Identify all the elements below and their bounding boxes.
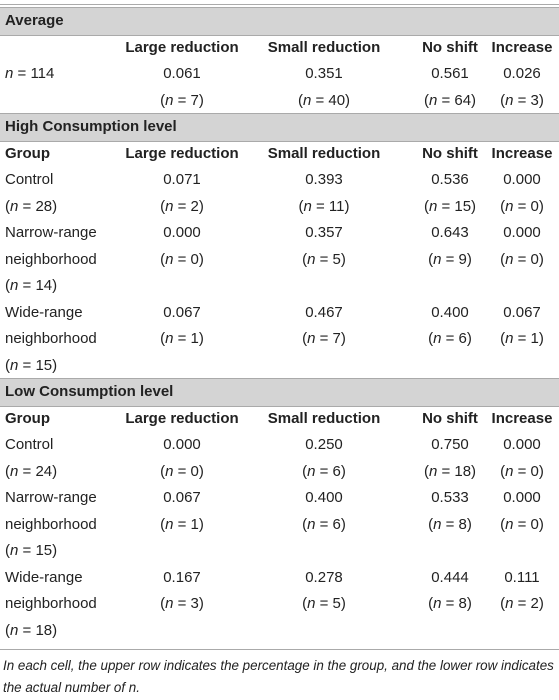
data-cell: (n = 3) [160,595,204,612]
data-cell: 0.643 [431,224,469,241]
data-cell: 0.067 [503,303,541,321]
data-cell: (n = 2) [500,595,544,612]
data-cell: (n = 1) [500,330,544,347]
data-cell: 0.067 [163,303,201,321]
data-cell: 0.533 [431,489,469,506]
data-cell: (n = 2) [160,197,204,215]
data-cell: 0.167 [163,568,201,586]
row-label: Control [5,171,54,188]
data-cell: (n = 9) [428,250,472,268]
data-cell: (n = 8) [428,595,472,612]
data-cell: 0.111 [504,568,540,586]
row-label: (n = 18) [5,621,58,639]
data-cell: (n = 1) [160,515,204,533]
data-cell: (n = 0) [160,250,204,268]
row-label: neighborhood [5,250,97,268]
data-cell: 0.000 [163,436,201,453]
data-cell: 0.067 [163,489,201,506]
column-header: Increase [491,144,553,162]
column-header: Large reduction [125,38,239,56]
data-cell: (n = 5) [302,250,346,268]
column-header: Small reduction [267,409,381,427]
column-header: Increase [491,38,553,56]
data-cell: (n = 3) [500,91,544,109]
data-cell: (n = 0) [500,462,544,480]
data-cell: 0.000 [163,224,201,241]
row-label: neighborhood [5,595,97,612]
data-cell: 0.400 [431,303,469,321]
data-cell: 0.750 [431,436,469,453]
data-cell: 0.400 [305,489,343,506]
data-cell: 0.467 [305,303,343,321]
footnote: In each cell, the upper row indicates th… [3,658,554,695]
row-label: Wide-range [5,303,83,321]
data-cell: 0.026 [503,65,541,82]
data-cell: (n = 7) [302,330,346,347]
row-label: Narrow-range [5,224,97,241]
section-title: High Consumption level [5,118,177,135]
data-cell: 0.444 [431,568,469,586]
data-cell: (n = 40) [297,91,351,109]
data-cell: 0.000 [503,171,541,188]
data-cell: (n = 64) [423,91,477,109]
column-header: Large reduction [125,409,239,427]
column-header: No shift [422,38,478,56]
section-title: Average [5,12,64,29]
top-rule [0,4,559,5]
data-cell: (n = 6) [302,515,346,533]
data-cell: 0.278 [305,568,343,586]
data-cell: (n = 7) [160,91,204,109]
data-cell: 0.536 [431,171,469,188]
data-cell: (n = 15) [423,197,477,215]
data-cell: 0.000 [503,489,541,506]
data-cell: 0.000 [503,436,541,453]
data-cell: (n = 5) [302,595,346,612]
column-header: No shift [422,144,478,162]
data-cell: 0.071 [163,171,201,188]
section-band [0,7,559,36]
data-cell: 0.061 [163,65,201,82]
column-header: No shift [422,409,478,427]
data-cell: (n = 11) [298,197,350,215]
data-cell: (n = 0) [160,462,204,480]
row-label: (n = 14) [5,277,58,294]
row-label: (n = 15) [5,542,58,559]
data-cell: (n = 0) [500,515,544,533]
row-label: neighborhood [5,515,97,533]
data-cell: (n = 6) [302,462,346,480]
column-header: Group [5,409,50,427]
row-label: (n = 24) [5,462,58,480]
data-cell: (n = 6) [428,330,472,347]
data-cell: (n = 1) [160,330,204,347]
row-label: (n = 28) [5,197,58,215]
section-title: Low Consumption level [5,383,174,400]
data-cell: (n = 0) [500,250,544,268]
section-band [0,113,559,142]
column-header: Group [5,144,50,162]
row-label: Control [5,436,54,453]
section-band [0,378,559,407]
data-cell: (n = 18) [423,462,477,480]
column-header: Small reduction [267,144,381,162]
data-cell: 0.000 [503,224,541,241]
data-cell: 0.561 [431,65,469,82]
data-cell: 0.393 [305,171,343,188]
data-cell: 0.351 [305,65,343,82]
data-cell: (n = 8) [428,515,472,533]
row-label: neighborhood [5,330,97,347]
row-label: Narrow-range [5,489,97,506]
row-label: Wide-range [5,568,83,586]
column-header: Increase [491,409,553,427]
row-label: n = 114 [5,65,55,82]
data-cell: (n = 0) [500,197,544,215]
bottom-rule [0,649,559,650]
data-cell: 0.250 [305,436,343,453]
column-header: Large reduction [125,144,239,162]
row-label: (n = 15) [5,356,58,374]
data-cell: 0.357 [305,224,343,241]
column-header: Small reduction [267,38,381,56]
